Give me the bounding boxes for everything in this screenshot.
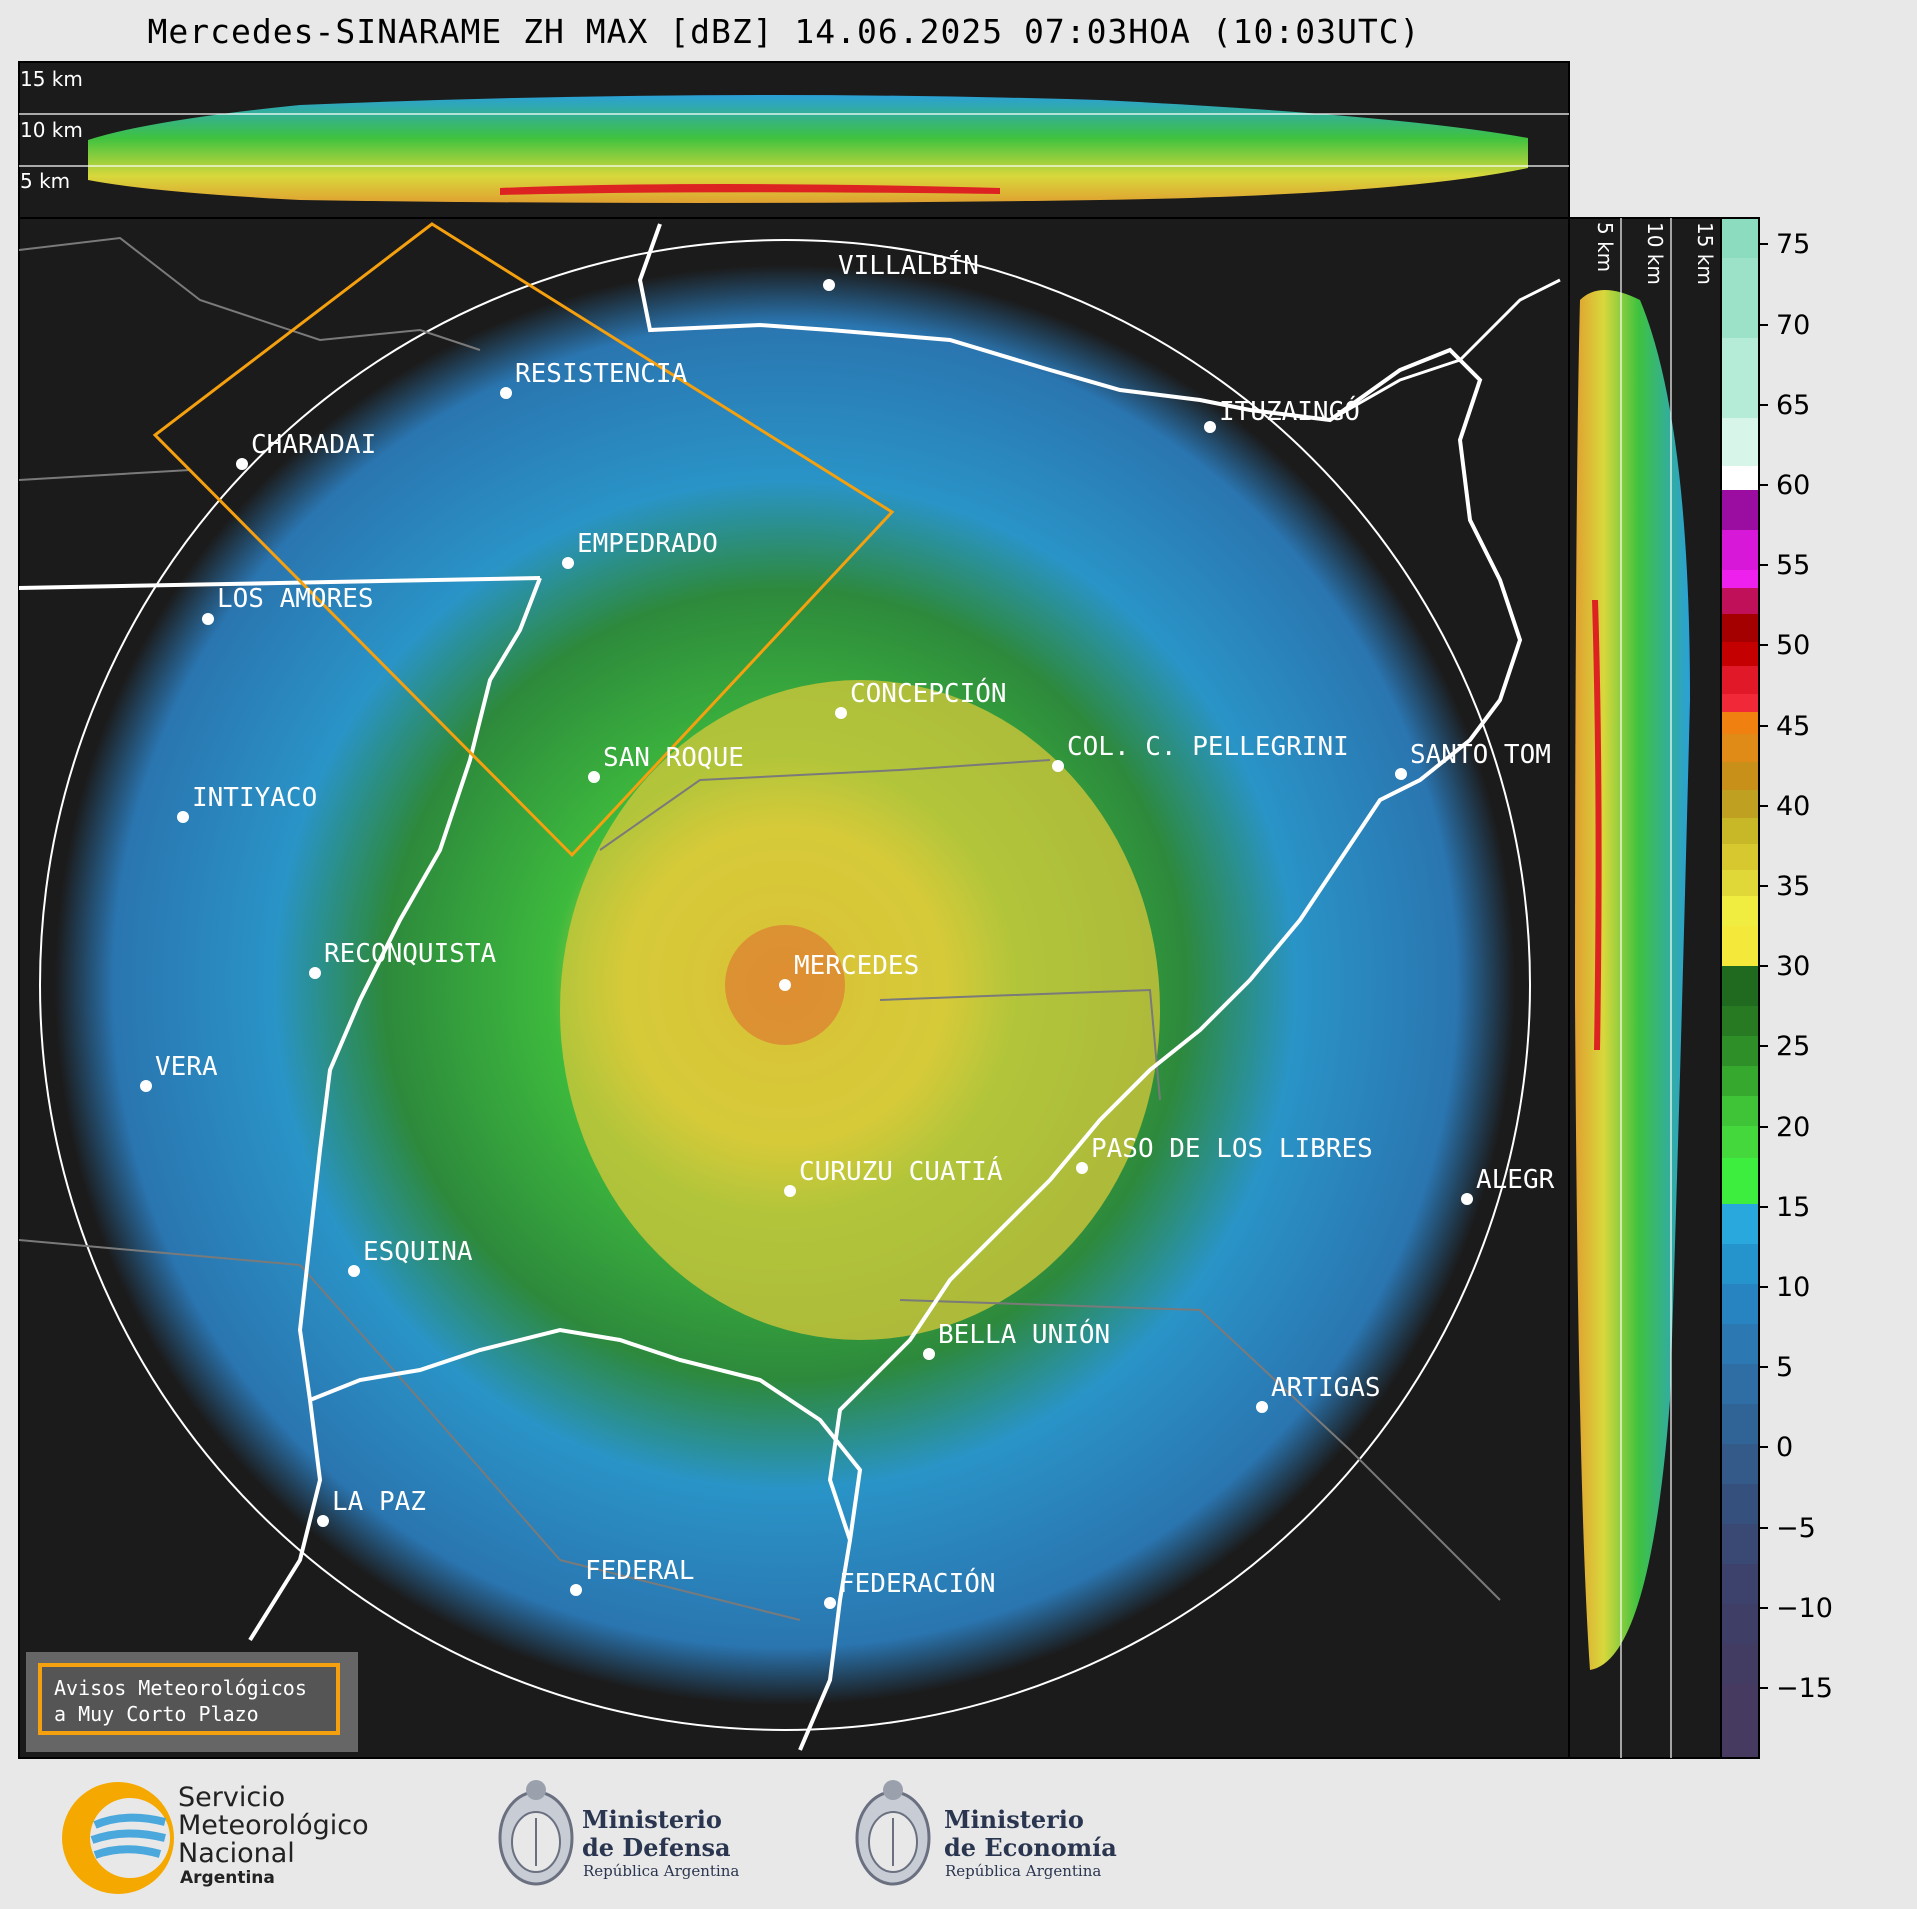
city-label-paso-de-los-libres: PASO DE LOS LIBRES	[1091, 1134, 1373, 1164]
colorbar: 75 70 65 60 55 50 45 40 35 30 25 20 15 1…	[1720, 217, 1833, 1759]
city-dot-reconquista	[309, 967, 321, 979]
side-xs-label-10: 10 km	[1643, 222, 1667, 285]
city-dot-federacion	[824, 1597, 836, 1609]
city-label-empedrado: EMPEDRADO	[577, 529, 718, 559]
side-xs-label-15: 15 km	[1693, 222, 1717, 285]
colorbar-tick-45: 45	[1776, 711, 1810, 742]
colorbar-tick-35: 35	[1776, 871, 1810, 902]
defensa-logo-text: Ministerio de Defensa	[582, 1805, 731, 1862]
city-dot-esquina	[348, 1265, 360, 1277]
colorbar-tick-55: 55	[1776, 550, 1810, 581]
range-ring	[39, 239, 1531, 1731]
colorbar-tick-0: 0	[1776, 1432, 1793, 1463]
city-label-intiyaco: INTIYACO	[192, 783, 317, 813]
city-dot-charadai	[236, 458, 248, 470]
city-dot-col-pellegrini	[1052, 760, 1064, 772]
city-dot-vera	[140, 1080, 152, 1092]
economia-logo-text: Ministerio de Economía	[944, 1805, 1117, 1862]
economia-logo-subtext: República Argentina	[945, 1862, 1102, 1880]
city-dot-empedrado	[562, 557, 574, 569]
smn-logo-icon	[62, 1782, 174, 1894]
city-label-federal: FEDERAL	[585, 1556, 695, 1586]
colorbar-tick-60: 60	[1776, 470, 1810, 501]
city-dot-san-roque	[588, 771, 600, 783]
map-title: Mercedes-SINARAME ZH MAX [dBZ] 14.06.202…	[147, 12, 1421, 51]
city-dot-villalbin	[823, 279, 835, 291]
city-label-san-roque: SAN ROQUE	[603, 743, 744, 773]
warning-box-line1: Avisos Meteorológicos	[54, 1676, 307, 1700]
economia-seal-icon	[855, 1780, 931, 1886]
top-cross-section: 15 km 10 km 5 km	[18, 61, 1570, 219]
city-label-bella-union: BELLA UNIÓN	[938, 1318, 1110, 1350]
defensa-seal-icon	[498, 1780, 574, 1886]
city-label-santo-tome: SANTO TOM	[1410, 740, 1551, 770]
colorbar-tick-20: 20	[1776, 1112, 1810, 1143]
city-label-federacion: FEDERACIÓN	[839, 1567, 996, 1599]
city-label-resistencia: RESISTENCIA	[515, 359, 688, 389]
city-dot-resistencia	[500, 387, 512, 399]
city-label-charadai: CHARADAI	[251, 430, 376, 460]
city-dot-santo-tome	[1395, 768, 1407, 780]
city-dot-curuzu-cuatia	[784, 1185, 796, 1197]
colorbar-tick-minus15: −15	[1776, 1673, 1833, 1704]
colorbar-tick-25: 25	[1776, 1031, 1810, 1062]
colorbar-tick-minus5: −5	[1776, 1513, 1816, 1544]
radar-core-echo	[560, 680, 1160, 1340]
city-label-villalbin: VILLALBÍN	[838, 249, 979, 281]
warning-box: Avisos Meteorológicos a Muy Corto Plazo	[38, 1663, 340, 1735]
smn-logo-text: Servicio Meteorológico Nacional Argentin…	[178, 1782, 369, 1889]
city-label-mercedes: MERCEDES	[794, 951, 919, 981]
colorbar-tick-75: 75	[1776, 229, 1810, 260]
city-label-ituzaingo: ITUZAINGÓ	[1219, 395, 1360, 427]
colorbar-tick-30: 30	[1776, 951, 1810, 982]
city-label-esquina: ESQUINA	[363, 1237, 473, 1267]
colorbar-tick-50: 50	[1776, 630, 1810, 661]
city-dot-ituzaingo	[1204, 421, 1216, 433]
top-xs-label-15: 15 km	[20, 67, 83, 91]
top-xs-label-10: 10 km	[20, 118, 83, 142]
city-dot-concepcion	[835, 707, 847, 719]
city-dot-la-paz	[317, 1515, 329, 1527]
side-xs-label-5: 5 km	[1593, 222, 1617, 272]
city-label-artigas: ARTIGAS	[1271, 1373, 1381, 1403]
city-dot-paso-de-los-libres	[1076, 1162, 1088, 1174]
city-label-col-pellegrini: COL. C. PELLEGRINI	[1067, 732, 1349, 762]
city-markers: VILLALBÍN RESISTENCIA CHARADAI ITUZAINGÓ…	[140, 249, 1555, 1609]
city-dot-los-amores	[202, 613, 214, 625]
city-label-la-paz: LA PAZ	[332, 1487, 426, 1517]
colorbar-tick-15: 15	[1776, 1192, 1810, 1223]
city-label-reconquista: RECONQUISTA	[324, 939, 497, 969]
city-dot-artigas	[1256, 1401, 1268, 1413]
city-dot-alegrete	[1461, 1193, 1473, 1205]
colorbar-tick-minus10: −10	[1776, 1593, 1833, 1624]
radar-map: VILLALBÍN RESISTENCIA CHARADAI ITUZAINGÓ…	[18, 217, 1570, 1759]
city-label-concepcion: CONCEPCIÓN	[850, 677, 1007, 709]
city-dot-bella-union	[923, 1348, 935, 1360]
colorbar-tick-5: 5	[1776, 1352, 1793, 1383]
city-label-los-amores: LOS AMORES	[217, 584, 374, 614]
side-cross-section: 5 km 10 km 15 km	[1568, 217, 1722, 1759]
city-label-vera: VERA	[155, 1052, 218, 1082]
colorbar-tick-65: 65	[1776, 390, 1810, 421]
colorbar-tick-10: 10	[1776, 1272, 1810, 1303]
colorbar-tick-70: 70	[1776, 310, 1810, 341]
city-dot-federal	[570, 1584, 582, 1596]
defensa-logo-subtext: República Argentina	[583, 1862, 740, 1880]
colorbar-tick-40: 40	[1776, 791, 1810, 822]
warning-box-line2: a Muy Corto Plazo	[54, 1702, 259, 1726]
colorbar-ticks	[1759, 243, 1768, 1689]
city-label-alegrete: ALEGR	[1476, 1165, 1555, 1195]
top-xs-label-5: 5 km	[20, 169, 70, 193]
warning-polygon	[152, 222, 895, 858]
city-label-curuzu-cuatia: CURUZU CUATIÁ	[799, 1155, 1003, 1187]
city-dot-mercedes	[779, 979, 791, 991]
city-dot-intiyaco	[177, 811, 189, 823]
